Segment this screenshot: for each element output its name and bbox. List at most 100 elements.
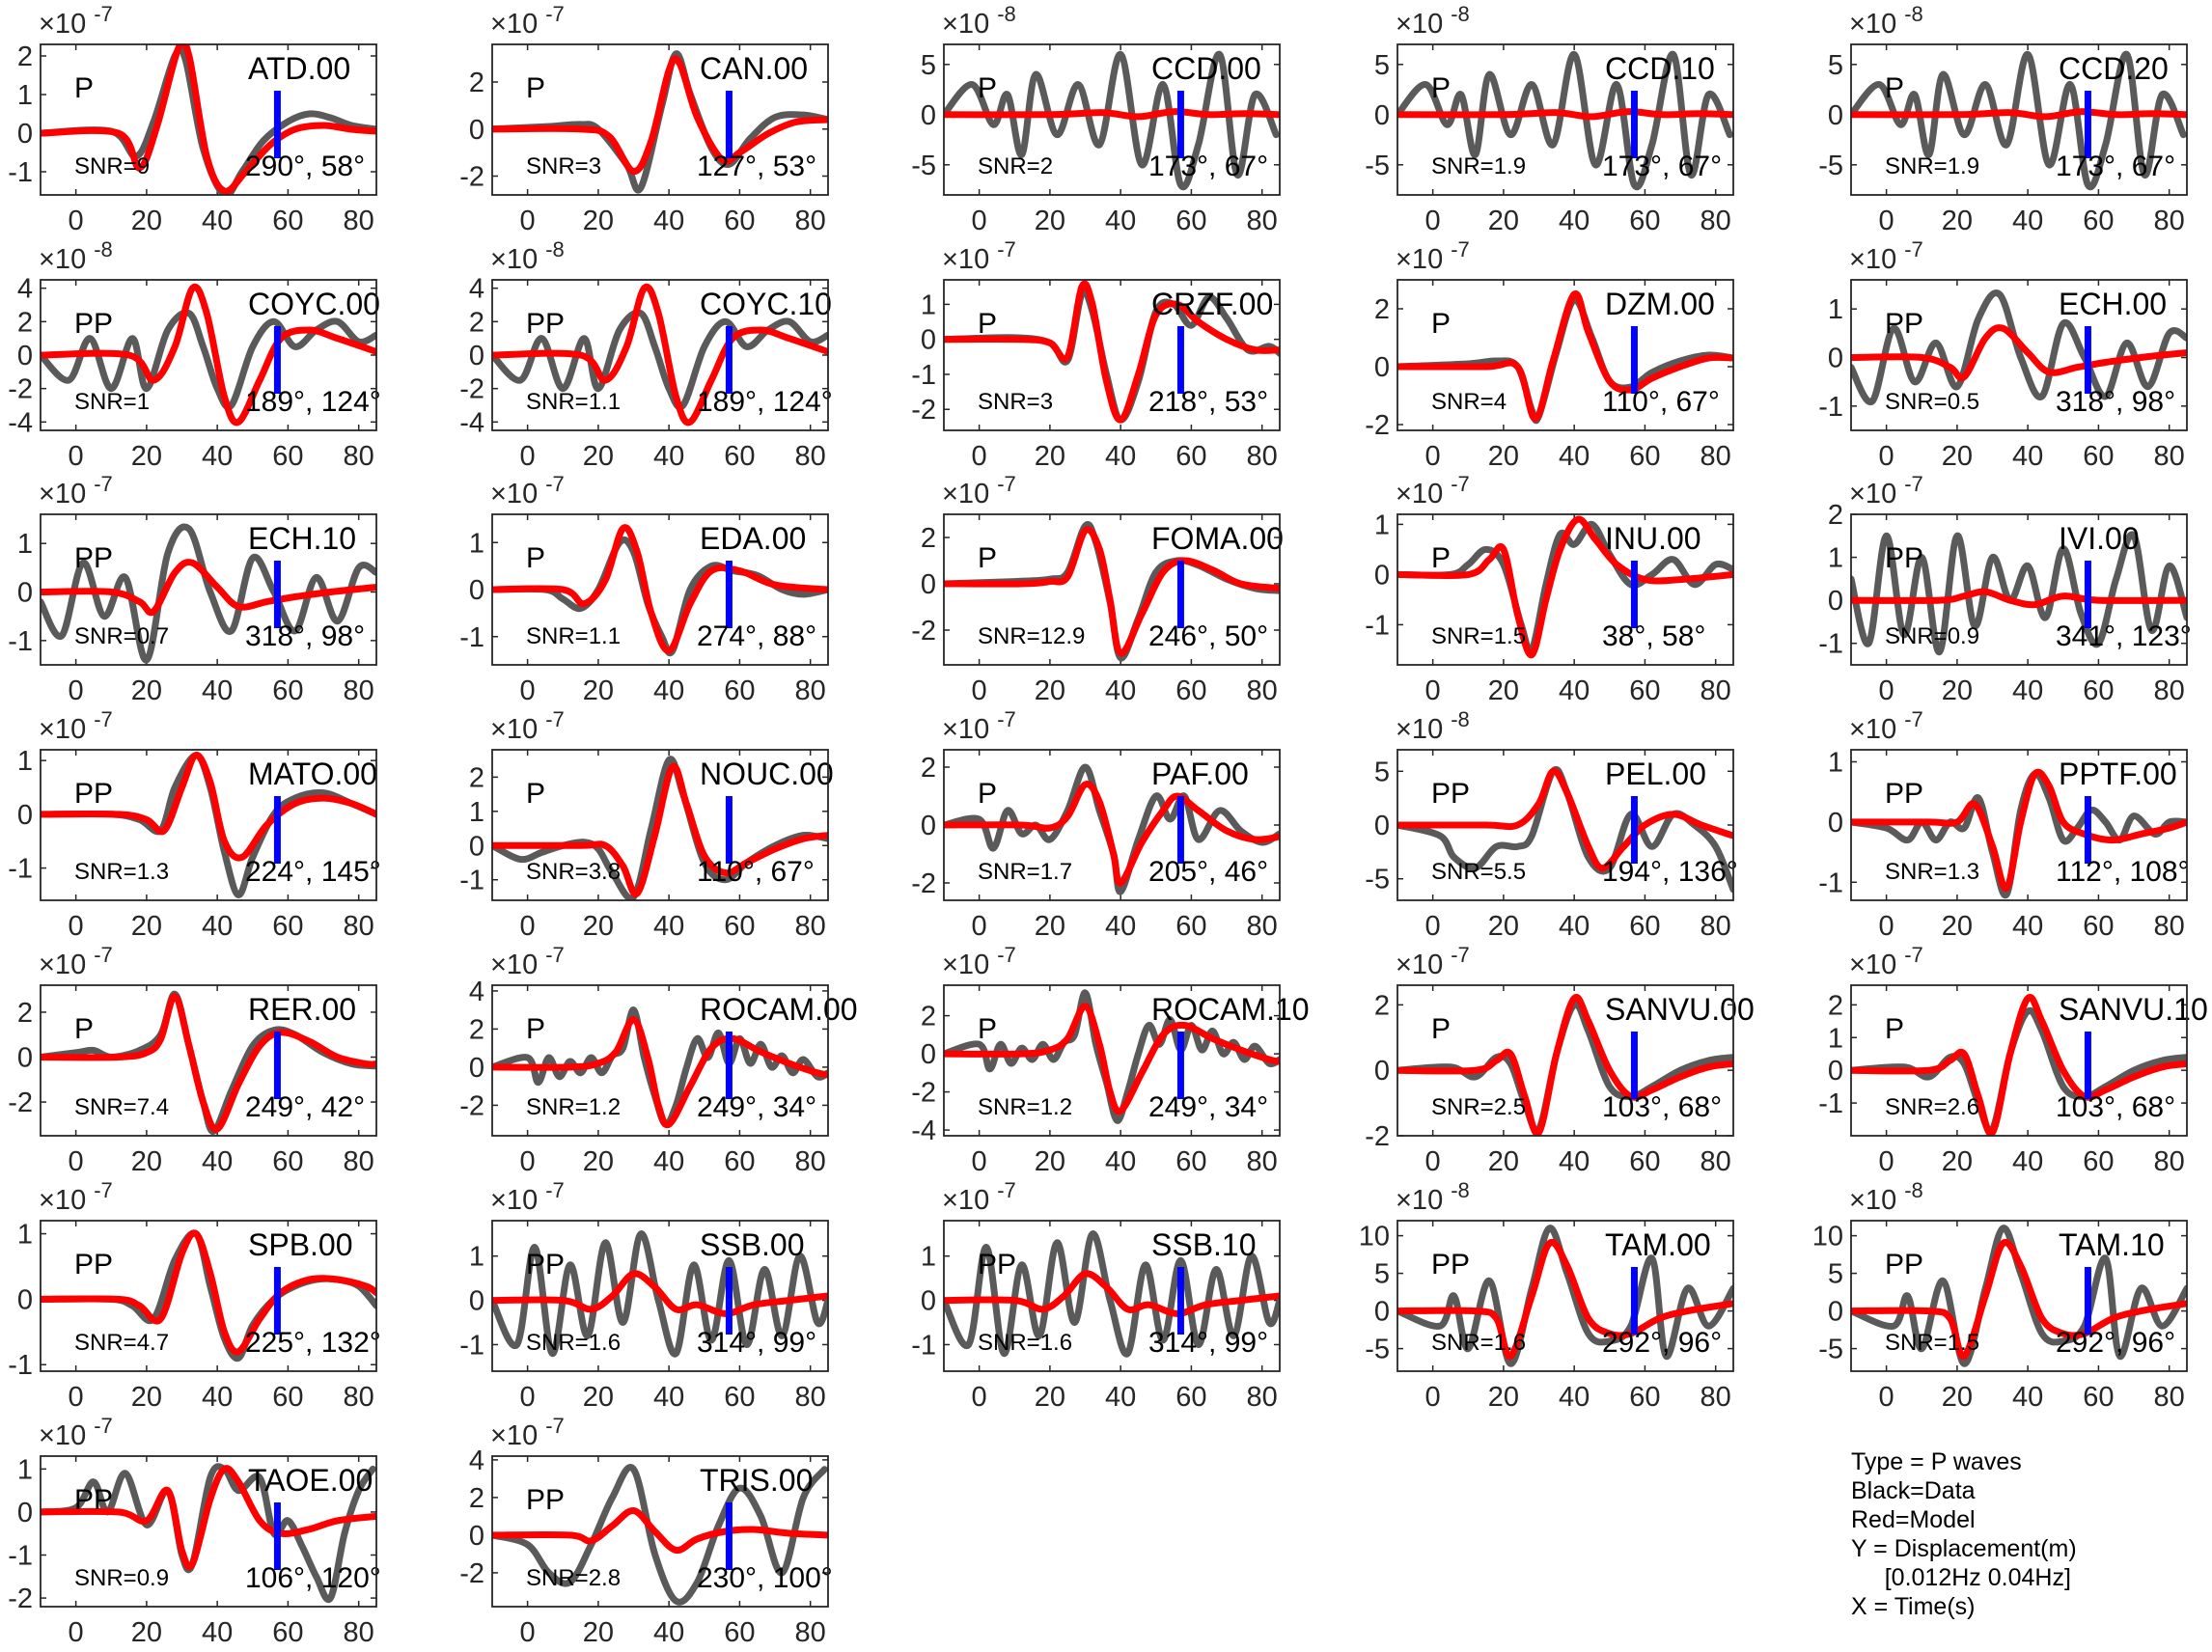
y-tick-label: 1 bbox=[1828, 294, 1843, 325]
y-tick-label: 0 bbox=[1828, 1297, 1843, 1328]
snr-label: SNR=2 bbox=[978, 153, 1053, 179]
station-label: DZM.00 bbox=[1605, 287, 1715, 321]
data-trace bbox=[944, 1230, 1280, 1358]
y-tick-label: 0 bbox=[1374, 560, 1390, 591]
phase-label: PP bbox=[74, 1249, 113, 1280]
phase-label: PP bbox=[978, 1249, 1016, 1280]
x-tick-label: 40 bbox=[2012, 1382, 2043, 1413]
snr-label: SNR=5.5 bbox=[1431, 859, 1526, 885]
x-tick-label: 80 bbox=[2154, 1382, 2185, 1413]
x-tick-label: 60 bbox=[724, 1382, 755, 1413]
legend-type: Type = P waves bbox=[1851, 1448, 2022, 1475]
y-tick-label: -4 bbox=[911, 1115, 936, 1146]
y-tick-label: -1 bbox=[8, 1350, 33, 1381]
y-tick-label: 4 bbox=[469, 274, 484, 305]
y-tick-label: 1 bbox=[1374, 509, 1390, 540]
x-tick-label: 20 bbox=[1035, 911, 1065, 942]
y-tick-label: -4 bbox=[459, 407, 484, 438]
y-tick-label: 5 bbox=[1828, 50, 1843, 81]
y-exponent-power: -8 bbox=[94, 237, 113, 262]
x-tick-label: 60 bbox=[2083, 1146, 2114, 1177]
y-exponent: ×10 -7 bbox=[39, 1414, 113, 1451]
x-tick-label: 40 bbox=[653, 206, 684, 236]
snr-label: SNR=9 bbox=[74, 153, 150, 179]
station-label: CRZF.00 bbox=[1151, 287, 1273, 321]
model-trace bbox=[1397, 108, 1733, 121]
y-exponent-base: ×10 bbox=[1396, 1185, 1443, 1216]
x-tick-label: 80 bbox=[1247, 441, 1278, 472]
station-label: COYC.00 bbox=[248, 287, 380, 321]
snr-label: SNR=3.8 bbox=[526, 859, 621, 885]
x-tick-label: 0 bbox=[972, 1146, 987, 1177]
phase-label: PP bbox=[74, 308, 113, 340]
station-label: EDA.00 bbox=[700, 521, 806, 556]
y-exponent: ×10 -7 bbox=[39, 707, 113, 745]
y-exponent-power: -7 bbox=[94, 943, 113, 967]
azimuth-distance-label: 290°, 58° bbox=[245, 151, 365, 182]
x-tick-label: 60 bbox=[724, 911, 755, 942]
y-exponent-base: ×10 bbox=[942, 244, 989, 275]
x-tick-label: 0 bbox=[1879, 911, 1894, 942]
y-tick-label: 1 bbox=[17, 1454, 33, 1485]
data-trace bbox=[41, 752, 376, 898]
x-tick-label: 80 bbox=[1700, 1146, 1731, 1177]
snr-label: SNR=2.8 bbox=[526, 1565, 621, 1591]
x-tick-label: 60 bbox=[1175, 1382, 1206, 1413]
x-tick-label: 0 bbox=[69, 911, 84, 942]
y-tick-label: -5 bbox=[1818, 151, 1843, 181]
x-tick-label: 60 bbox=[1629, 911, 1660, 942]
panel-frame bbox=[1396, 984, 1734, 1137]
x-tick-label: 40 bbox=[202, 1382, 233, 1413]
y-tick-label: 1 bbox=[469, 528, 484, 559]
x-tick-label: 40 bbox=[1559, 1146, 1590, 1177]
x-tick-label: 0 bbox=[1879, 441, 1894, 472]
y-tick-label: -5 bbox=[1365, 865, 1390, 895]
snr-label: SNR=1.5 bbox=[1885, 1330, 1979, 1356]
model-trace bbox=[944, 108, 1280, 121]
x-tick-label: 20 bbox=[1488, 441, 1519, 472]
panel-frame bbox=[1850, 43, 2188, 196]
y-tick-label: -1 bbox=[1818, 392, 1843, 423]
x-tick-label: 40 bbox=[653, 1382, 684, 1413]
y-exponent-power: -8 bbox=[1451, 1178, 1470, 1202]
y-tick-label: 0 bbox=[921, 325, 936, 356]
y-exponent: ×10 -7 bbox=[39, 943, 113, 980]
panel-frame bbox=[40, 749, 377, 901]
x-tick-label: 60 bbox=[2083, 441, 2114, 472]
azimuth-distance-label: 110°, 67° bbox=[1602, 386, 1720, 418]
y-exponent-power: -7 bbox=[1451, 943, 1470, 967]
y-exponent: ×10 -7 bbox=[942, 1178, 1016, 1216]
azimuth-distance-label: 106°, 120° bbox=[245, 1562, 381, 1594]
y-tick-label: 2 bbox=[17, 307, 33, 338]
y-exponent-base: ×10 bbox=[942, 714, 989, 745]
azimuth-distance-label: 127°, 53° bbox=[697, 151, 816, 182]
station-label: PEL.00 bbox=[1605, 757, 1706, 791]
x-tick-label: 40 bbox=[1105, 911, 1136, 942]
snr-label: SNR=1.3 bbox=[1885, 859, 1979, 885]
x-tick-label: 60 bbox=[1175, 1146, 1206, 1177]
y-tick-label: 2 bbox=[921, 1002, 936, 1032]
azimuth-distance-label: 103°, 68° bbox=[1602, 1091, 1722, 1123]
station-label: IVI.00 bbox=[2059, 521, 2140, 556]
x-tick-label: 40 bbox=[1559, 441, 1590, 472]
x-tick-label: 40 bbox=[653, 441, 684, 472]
station-label: CCD.10 bbox=[1605, 51, 1715, 86]
y-tick-label: -2 bbox=[8, 1088, 33, 1118]
model-trace bbox=[944, 526, 1280, 657]
phase-label: P bbox=[978, 72, 997, 104]
phase-label: P bbox=[74, 1013, 94, 1045]
model-trace bbox=[1851, 588, 2187, 609]
snr-label: SNR=1.9 bbox=[1885, 153, 1979, 179]
x-tick-label: 0 bbox=[972, 441, 987, 472]
y-exponent-power: -8 bbox=[1451, 2, 1470, 26]
y-exponent-power: -7 bbox=[1904, 707, 1923, 731]
y-exponent-power: -7 bbox=[94, 1178, 113, 1202]
y-tick-label: 1 bbox=[1828, 747, 1843, 778]
phase-label: P bbox=[74, 72, 94, 104]
